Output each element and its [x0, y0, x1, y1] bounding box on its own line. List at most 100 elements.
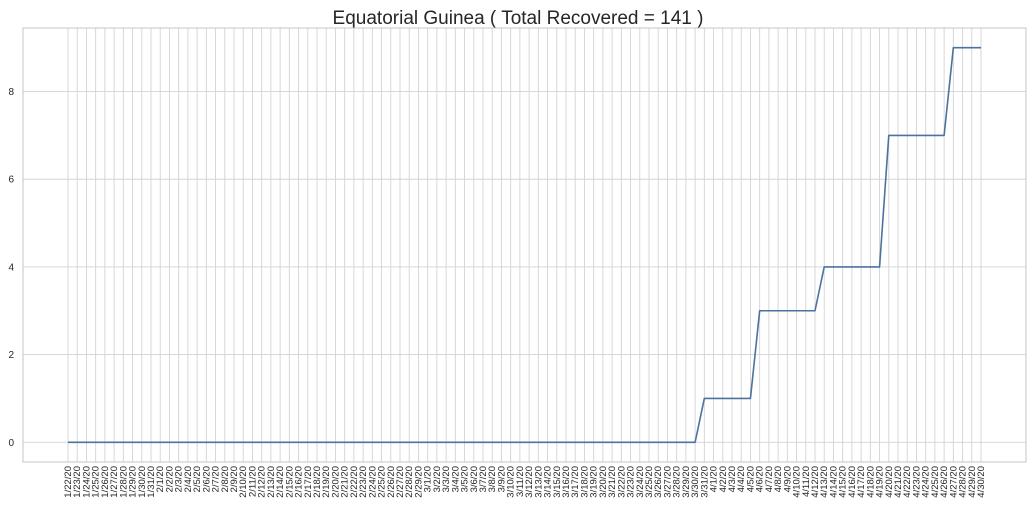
x-tick-label: 2/11/20 [247, 466, 258, 497]
x-tick-label: 4/8/20 [773, 466, 784, 492]
x-tick-label: 4/7/20 [764, 466, 775, 492]
x-tick-label: 3/12/20 [524, 466, 535, 498]
x-tick-label: 3/4/20 [450, 466, 461, 492]
x-tick-label: 4/5/20 [745, 466, 756, 492]
x-tick-label: 3/15/20 [552, 466, 563, 498]
x-tick-label: 1/26/20 [100, 466, 111, 498]
x-tick-label: 2/22/20 [349, 466, 360, 498]
x-tick-label: 4/2/20 [718, 466, 729, 492]
x-tick-label: 2/19/20 [321, 466, 332, 498]
x-tick-label: 3/22/20 [616, 466, 627, 498]
x-tick-label: 4/23/20 [911, 466, 922, 498]
y-tick-label: 6 [8, 175, 14, 186]
x-tick-label: 4/3/20 [727, 466, 738, 492]
series-line [68, 46, 981, 444]
x-tick-label: 3/5/20 [460, 466, 471, 492]
x-tick-label: 1/23/20 [72, 466, 83, 498]
x-tick-label: 3/23/20 [626, 466, 637, 498]
x-tick-label: 2/13/20 [266, 466, 277, 498]
x-tick-label: 4/27/20 [948, 466, 959, 498]
x-tick-label: 3/13/20 [533, 466, 544, 498]
x-tick-label: 2/23/20 [358, 466, 369, 498]
x-tick-label: 4/28/20 [958, 466, 969, 498]
x-tick-label: 4/19/20 [875, 466, 886, 498]
x-tick-label: 2/14/20 [275, 466, 286, 498]
x-tick-label: 2/29/20 [413, 466, 424, 498]
x-tick-label: 4/14/20 [828, 466, 839, 498]
x-tick-label: 4/12/20 [810, 466, 821, 498]
x-tick-label: 3/20/20 [598, 466, 609, 498]
x-tick-label: 3/28/20 [672, 466, 683, 498]
x-tick-label: 3/8/20 [487, 466, 498, 492]
x-tick-label: 2/25/20 [377, 466, 388, 498]
x-tick-label: 2/15/20 [284, 466, 295, 498]
x-tick-label: 3/29/20 [681, 466, 692, 498]
x-tick-label: 3/6/20 [469, 466, 480, 492]
x-tick-label: 2/5/20 [192, 466, 203, 492]
x-tick-label: 4/24/20 [921, 466, 932, 498]
x-tick-label: 1/27/20 [109, 466, 120, 498]
x-tick-label: 3/17/20 [570, 466, 581, 498]
x-tick-label: 3/25/20 [644, 466, 655, 498]
x-tick-label: 2/4/20 [183, 466, 194, 492]
x-tick-label: 2/24/20 [367, 466, 378, 498]
x-tick-label: 3/31/20 [699, 466, 710, 498]
y-tick-label: 0 [8, 438, 14, 449]
plot-frame [22, 27, 1027, 463]
x-tick-label: 4/4/20 [736, 466, 747, 492]
x-tick-label: 2/18/20 [312, 466, 323, 498]
x-tick-label: 3/9/20 [496, 466, 507, 492]
x-tick-label: 2/2/20 [164, 466, 175, 492]
y-tick-label: 8 [8, 87, 14, 98]
x-tick-label: 2/6/20 [201, 466, 212, 492]
x-tick-label: 2/3/20 [174, 466, 185, 492]
x-tick-label: 2/8/20 [220, 466, 231, 492]
x-tick-label: 4/6/20 [755, 466, 766, 492]
x-tick-label: 4/16/20 [847, 466, 858, 498]
x-tick-label: 1/25/20 [91, 466, 102, 498]
x-tick-label: 3/10/20 [506, 466, 517, 498]
x-tick-label: 3/27/20 [662, 466, 673, 498]
x-tick-label: 4/13/20 [819, 466, 830, 498]
x-tick-label: 2/1/20 [155, 466, 166, 492]
x-tick-label: 3/26/20 [653, 466, 664, 498]
x-tick-label: 1/30/20 [137, 466, 148, 498]
x-tick-label: 2/12/20 [257, 466, 268, 498]
x-tick-label: 4/10/20 [792, 466, 803, 498]
x-tick-label: 3/7/20 [478, 466, 489, 492]
x-tick-label: 4/30/20 [976, 466, 987, 498]
x-tick-label: 3/2/20 [432, 466, 443, 492]
x-tick-label: 2/27/20 [395, 466, 406, 498]
x-tick-label: 3/24/20 [635, 466, 646, 498]
y-tick-label: 2 [8, 350, 14, 361]
x-tick-label: 4/29/20 [967, 466, 978, 498]
x-tick-label: 3/11/20 [515, 466, 526, 497]
x-tick-label: 4/26/20 [939, 466, 950, 498]
x-tick-label: 1/24/20 [81, 466, 92, 498]
x-tick-label: 2/20/20 [330, 466, 341, 498]
x-tick-label: 2/17/20 [303, 466, 314, 498]
x-tick-label: 3/14/20 [543, 466, 554, 498]
x-tick-label: 4/21/20 [893, 466, 904, 498]
x-tick-label: 2/10/20 [238, 466, 249, 498]
x-tick-label: 2/21/20 [340, 466, 351, 498]
x-tick-label: 2/9/20 [229, 466, 240, 492]
x-tick-label: 1/22/20 [63, 466, 74, 498]
x-tick-label: 3/16/20 [561, 466, 572, 498]
x-tick-label: 3/3/20 [441, 466, 452, 492]
x-tick-label: 3/19/20 [589, 466, 600, 498]
x-tick-label: 1/31/20 [146, 466, 157, 498]
x-tick-label: 2/7/20 [211, 466, 222, 492]
x-tick-label: 1/29/20 [128, 466, 139, 498]
x-tick-label: 1/28/20 [118, 466, 129, 498]
x-tick-label: 3/21/20 [607, 466, 618, 498]
x-tick-label: 4/22/20 [902, 466, 913, 498]
x-tick-label: 3/1/20 [423, 466, 434, 492]
x-tick-label: 4/18/20 [865, 466, 876, 498]
x-tick-label: 3/18/20 [579, 466, 590, 498]
x-tick-label: 4/9/20 [782, 466, 793, 492]
x-tick-label: 4/25/20 [930, 466, 941, 498]
chart-title: Equatorial Guinea ( Total Recovered = 14… [333, 8, 704, 29]
x-tick-label: 2/16/20 [294, 466, 305, 498]
